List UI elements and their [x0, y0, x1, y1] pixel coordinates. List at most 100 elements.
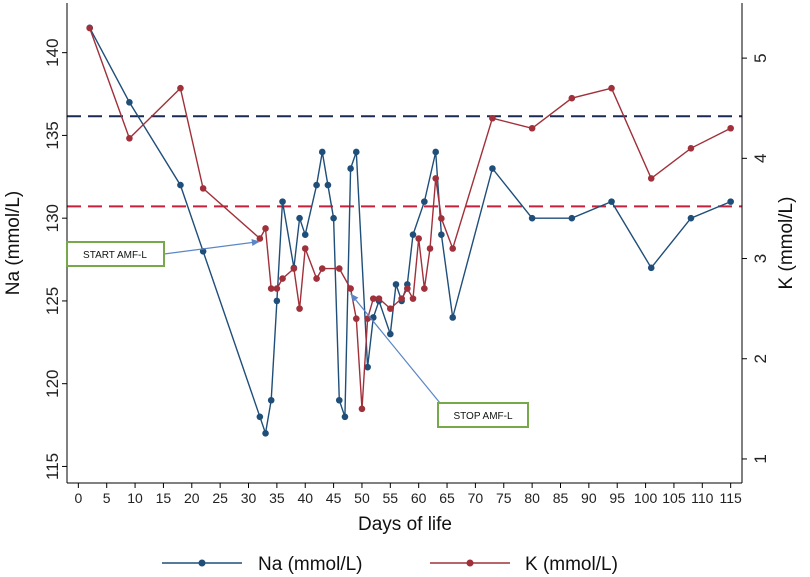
series-na [86, 24, 734, 437]
data-point-na [318, 148, 326, 156]
x-tick-label: 70 [468, 490, 484, 506]
data-point-k [404, 285, 411, 292]
data-point-k [608, 84, 615, 92]
data-point-na [647, 264, 655, 272]
data-point-k [358, 405, 366, 413]
data-point-na [335, 396, 343, 404]
x-tick-label: 50 [354, 490, 370, 506]
data-point-na [449, 314, 457, 321]
y-right-tick-label: 1 [751, 454, 770, 463]
x-tick-label: 10 [127, 490, 143, 506]
data-point-k [296, 305, 303, 312]
data-point-na [409, 231, 417, 239]
data-point-k [387, 305, 394, 312]
stop-arrowhead [350, 293, 359, 303]
data-point-na [364, 363, 371, 371]
axes [66, 3, 743, 484]
start-annotation-box [66, 241, 165, 267]
legend: Na (mmol/L) K (mmol/L) [162, 554, 618, 575]
y-right-tick-label: 4 [751, 154, 770, 163]
data-point-k [199, 185, 207, 192]
data-point-na [489, 165, 496, 172]
reference-lines [67, 115, 742, 208]
data-point-k [528, 124, 536, 132]
x-tick-label: 105 [662, 490, 686, 506]
data-point-k [177, 84, 184, 92]
y-left-tick-label: 130 [43, 204, 62, 232]
series-line-k [89, 27, 732, 409]
y-left-tick-label: 135 [43, 121, 62, 149]
data-point-k [318, 265, 326, 272]
stop-arrow [350, 293, 441, 404]
x-tick-label: 65 [439, 490, 455, 506]
data-point-na [352, 148, 360, 156]
data-point-k [290, 265, 298, 272]
y-ticks-left: 115 120 125 130 135 140 [43, 38, 67, 480]
data-point-na [267, 396, 275, 404]
data-point-k [352, 315, 360, 322]
data-point-k [426, 245, 434, 252]
y-left-tick-label: 120 [43, 370, 62, 398]
data-point-k [267, 285, 275, 292]
data-point-k [568, 94, 576, 102]
annotations: START AMF-L STOP AMF-L [66, 239, 529, 428]
data-point-na [273, 297, 281, 305]
data-point-na [421, 198, 428, 205]
y-right-tick-label: 2 [751, 354, 770, 363]
data-point-k [647, 175, 655, 182]
y-axis-title-left: Na (mmol/L) [3, 191, 24, 296]
data-point-na [438, 231, 445, 239]
x-tick-label: 115 [719, 490, 742, 506]
start-arrow [163, 240, 260, 255]
data-point-k [370, 295, 377, 302]
x-tick-label: 20 [184, 490, 200, 506]
data-point-k [126, 134, 133, 142]
x-tick-label: 5 [103, 490, 111, 506]
data-point-k [409, 295, 417, 302]
legend-entry-na: Na (mmol/L) [162, 554, 363, 575]
start-arrowhead [251, 239, 260, 246]
data-point-k [438, 215, 445, 222]
x-tick-label: 45 [326, 490, 342, 506]
x-tick-label: 75 [496, 490, 512, 506]
y-ticks-right: 1 2 3 4 5 [742, 53, 770, 464]
x-tick-label: 90 [581, 490, 597, 506]
y-axis-title-right: K (mmol/L) [776, 197, 797, 290]
x-tick-label: 80 [524, 490, 540, 506]
data-point-na [432, 148, 439, 156]
data-point-k [301, 245, 309, 252]
x-tick-label: 0 [74, 490, 82, 506]
data-point-na [301, 231, 309, 239]
data-point-k [421, 285, 428, 292]
data-point-na [370, 314, 377, 321]
data-point-k [489, 114, 496, 122]
data-point-k [687, 145, 695, 152]
data-point-na [177, 181, 184, 189]
x-tick-label: 35 [269, 490, 285, 506]
data-point-k [449, 245, 457, 252]
data-point-k [375, 295, 383, 302]
data-point-na [608, 198, 615, 205]
x-tick-label: 95 [609, 490, 625, 506]
data-point-k [279, 275, 286, 282]
data-point-na [324, 181, 332, 189]
data-point-na [347, 165, 354, 172]
data-point-k [415, 235, 422, 242]
data-point-k [86, 24, 93, 32]
start-annotation-text: START AMF-L [83, 250, 147, 261]
y-left-tick-label: 115 [43, 453, 62, 480]
y-right-tick-label: 3 [751, 254, 770, 263]
x-tick-label: 55 [383, 490, 399, 506]
data-point-k [432, 175, 439, 182]
data-point-na [568, 214, 576, 222]
x-tick-label: 85 [553, 490, 569, 506]
y-left-tick-label: 125 [43, 287, 62, 315]
legend-marker-na [198, 559, 206, 567]
legend-label-k: K (mmol/L) [525, 554, 618, 575]
x-tick-label: 15 [156, 490, 172, 506]
legend-marker-k [466, 559, 474, 567]
y-left-tick-label: 140 [43, 38, 62, 66]
data-point-k [335, 265, 343, 272]
data-point-k [262, 225, 269, 232]
